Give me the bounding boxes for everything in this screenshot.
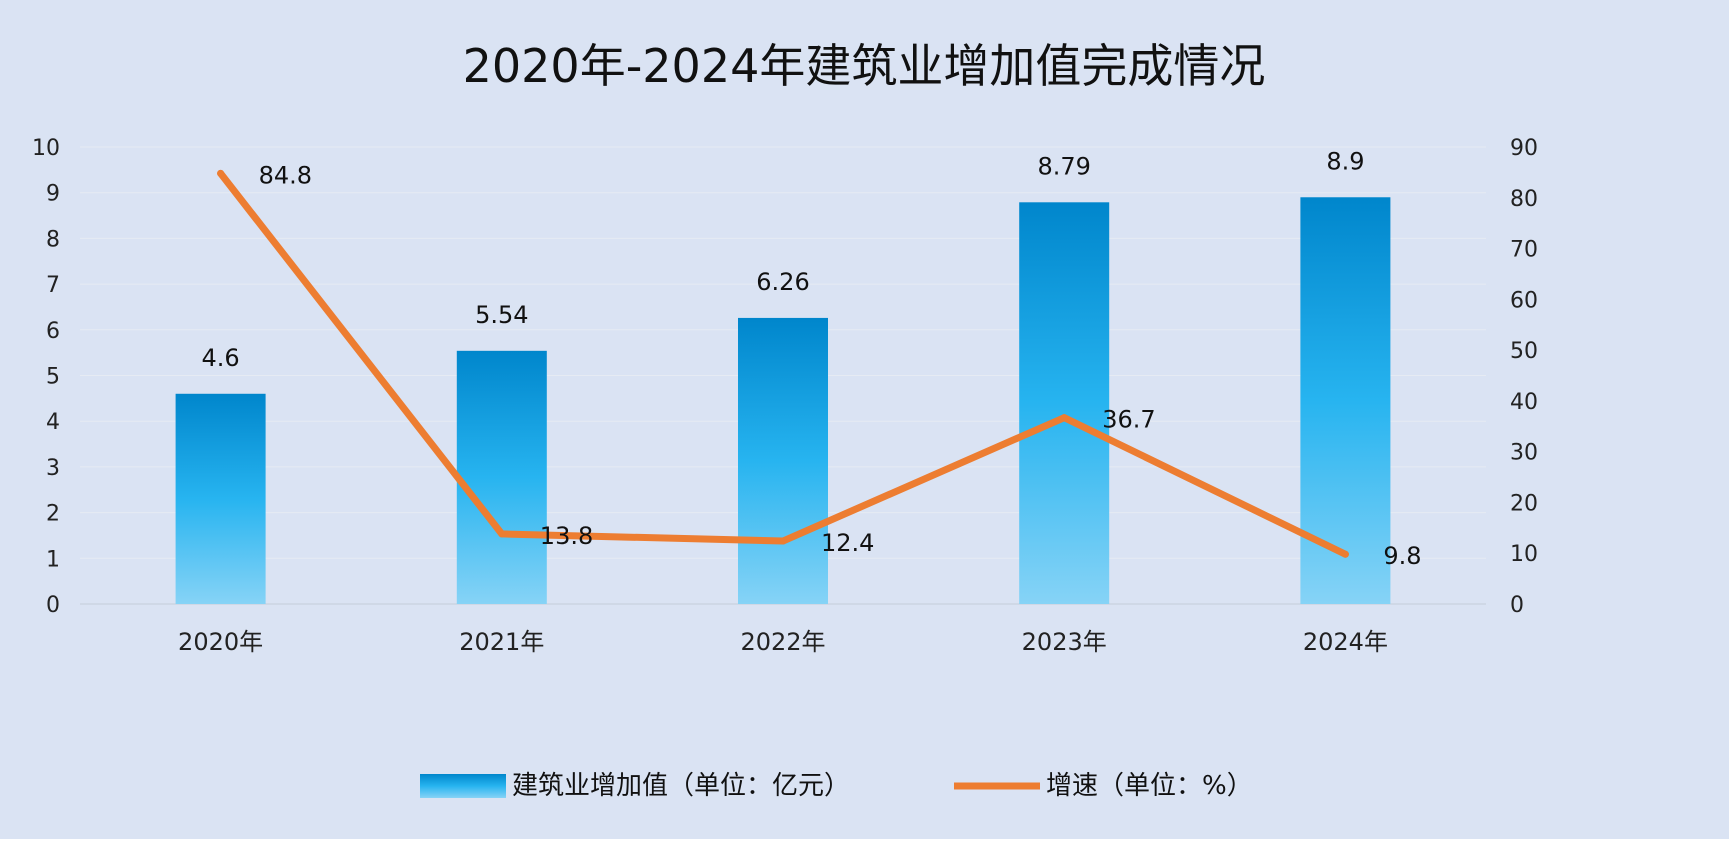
bar (175, 393, 266, 604)
left-axis-tick-label: 1 (46, 547, 60, 572)
right-axis-tick-label: 30 (1510, 441, 1538, 466)
line-point (498, 530, 506, 538)
right-axis-tick-label: 20 (1510, 491, 1538, 516)
line-data-label: 13.8 (540, 522, 593, 550)
legend-label-bar: 建筑业增加值（单位：亿元） (512, 771, 850, 801)
line-point (1060, 414, 1068, 422)
left-axis-tick-label: 2 (46, 502, 60, 527)
left-axis-tick-label: 10 (32, 136, 60, 161)
right-axis-tick-label: 80 (1510, 187, 1538, 212)
left-axis: 0 1 2 3 4 5 6 7 8 9 10 (32, 136, 60, 618)
bar-data-label: 5.54 (475, 301, 528, 329)
x-axis-tick-label: 2023年 (1022, 628, 1107, 656)
left-axis-tick-label: 8 (46, 227, 60, 252)
line-data-label: 84.8 (259, 161, 312, 189)
line-data-label: 36.7 (1102, 406, 1155, 434)
left-axis-tick-label: 4 (46, 410, 60, 435)
right-axis-tick-label: 60 (1510, 288, 1538, 313)
bar-series (175, 197, 1391, 604)
right-axis-tick-label: 50 (1510, 339, 1538, 364)
bar-data-label: 8.79 (1037, 152, 1090, 180)
line-series (217, 169, 1349, 558)
right-axis-tick-label: 0 (1510, 593, 1524, 618)
left-axis-tick-label: 9 (46, 182, 60, 207)
bar-data-label: 8.9 (1326, 147, 1364, 175)
legend-label-line: 增速（单位：%） (1046, 771, 1253, 801)
right-axis-tick-label: 70 (1510, 238, 1538, 263)
left-axis-tick-label: 3 (46, 456, 60, 481)
right-axis-tick-label: 90 (1510, 136, 1538, 161)
line-data-label: 12.4 (821, 529, 874, 557)
right-axis-tick-label: 10 (1510, 542, 1538, 567)
x-axis-tick-label: 2024年 (1303, 628, 1388, 656)
x-axis-tick-label: 2022年 (740, 628, 825, 656)
left-axis-tick-label: 7 (46, 273, 60, 298)
bar (1300, 197, 1391, 604)
bar-data-label: 4.6 (202, 344, 240, 372)
left-axis-tick-label: 0 (46, 593, 60, 618)
x-axis-tick-label: 2020年 (178, 628, 263, 656)
left-axis-tick-label: 5 (46, 365, 60, 390)
bar (738, 317, 828, 604)
legend-swatch-bar (420, 774, 506, 798)
chart-title: 2020年-2024年建筑业增加值完成情况 (463, 39, 1266, 93)
x-axis: 2020年 2021年 2022年 2023年 2024年 (178, 628, 1388, 656)
right-axis-tick-label: 40 (1510, 390, 1538, 415)
x-axis-tick-label: 2021年 (459, 628, 544, 656)
line-point (217, 169, 225, 177)
right-axis: 0 10 20 30 40 50 60 70 80 90 (1510, 136, 1538, 618)
data-labels: 4.6 5.54 6.26 8.79 8.9 84.8 13.8 12.4 36.7 9.8 (202, 147, 1422, 570)
line-data-label: 9.8 (1383, 542, 1421, 570)
bar (456, 350, 547, 604)
bar (1019, 202, 1110, 604)
left-axis-tick-label: 6 (46, 319, 60, 344)
bar-data-label: 6.26 (756, 268, 809, 296)
line-point (779, 537, 787, 545)
legend: 建筑业增加值（单位：亿元） 增速（单位：%） (420, 771, 1253, 801)
line-point (1341, 550, 1349, 558)
